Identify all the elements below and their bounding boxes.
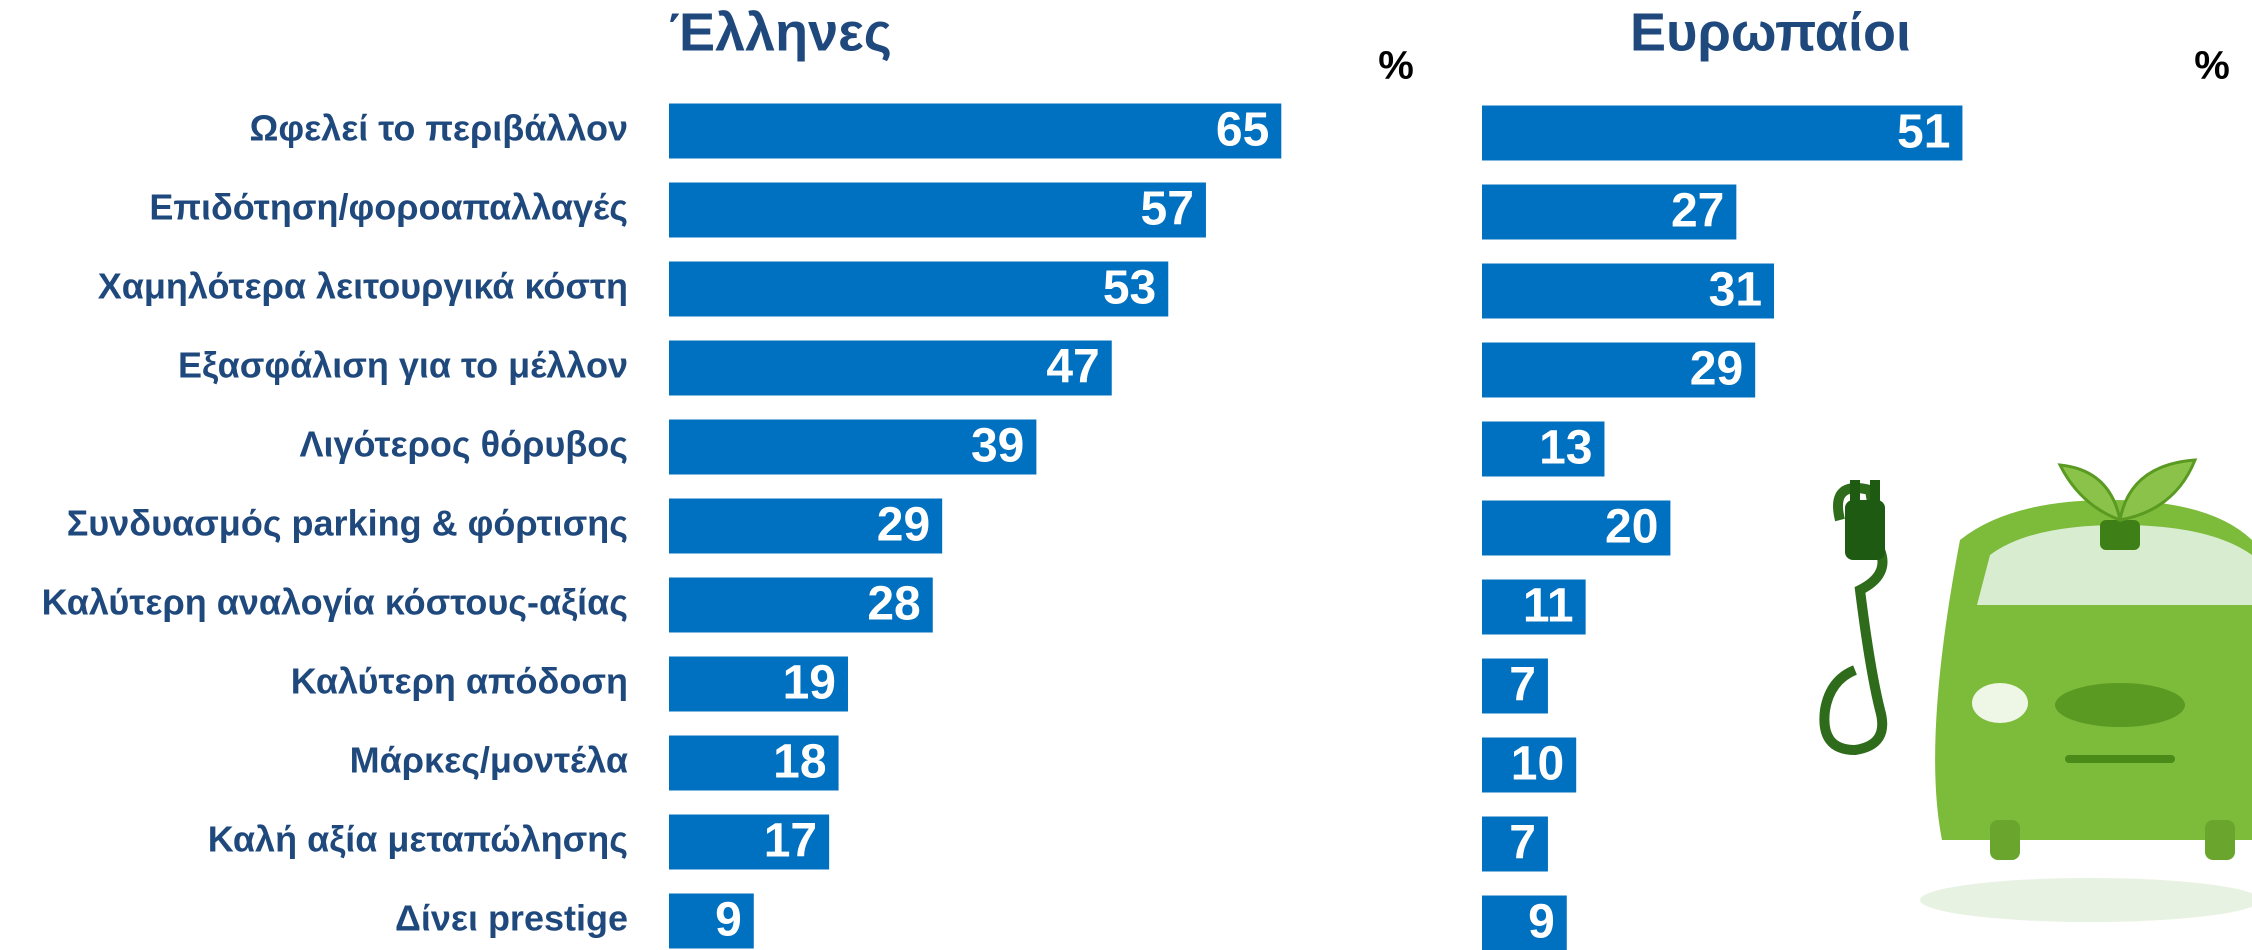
bar bbox=[1482, 895, 1567, 950]
bar bbox=[1482, 105, 1963, 161]
value-label: 10 bbox=[1511, 738, 1564, 791]
value-label: 28 bbox=[867, 578, 920, 631]
category-label: Επιδότηση/φοροαπαλλαγές bbox=[149, 187, 628, 228]
value-label: 31 bbox=[1709, 264, 1762, 317]
bar bbox=[669, 656, 848, 712]
bar bbox=[669, 419, 1037, 475]
bar bbox=[669, 261, 1169, 317]
value-label: 11 bbox=[1523, 580, 1574, 633]
bar bbox=[1482, 263, 1775, 319]
value-label: 65 bbox=[1216, 104, 1269, 157]
value-label: 7 bbox=[1509, 659, 1536, 712]
value-label: 29 bbox=[1690, 343, 1743, 396]
category-label: Καλύτερη αναλογία κόστους-αξίας bbox=[42, 582, 628, 623]
bar bbox=[669, 814, 830, 870]
category-label: Συνδυασμός parking & φόρτισης bbox=[67, 503, 628, 544]
bar bbox=[669, 735, 839, 791]
bar bbox=[669, 577, 933, 633]
value-label: 20 bbox=[1605, 501, 1658, 554]
value-label: 39 bbox=[971, 420, 1024, 473]
value-label: 9 bbox=[715, 894, 742, 947]
value-label: 29 bbox=[877, 499, 930, 552]
bar bbox=[669, 893, 754, 949]
bar bbox=[1482, 500, 1671, 556]
bar bbox=[1482, 737, 1577, 793]
bar bbox=[1482, 816, 1548, 872]
category-label: Εξασφάλιση για το μέλλον bbox=[178, 345, 628, 386]
category-label: Χαμηλότερα λειτουργικά κόστη bbox=[98, 266, 628, 307]
category-label: Ωφελεί το περιβάλλον bbox=[249, 108, 628, 149]
value-label: 27 bbox=[1671, 185, 1724, 238]
bar bbox=[669, 340, 1112, 396]
category-label: Λιγότερος θόρυβος bbox=[299, 424, 628, 465]
value-label: 17 bbox=[764, 815, 817, 868]
value-label: 9 bbox=[1528, 896, 1555, 949]
value-label: 7 bbox=[1509, 817, 1536, 870]
bar bbox=[1482, 342, 1756, 398]
value-label: 51 bbox=[1897, 106, 1950, 159]
panel-title: Ευρωπαίοι bbox=[1630, 2, 1911, 62]
value-label: 57 bbox=[1141, 183, 1194, 236]
panel-title: Έλληνες bbox=[669, 2, 892, 62]
car-illustration bbox=[1819, 458, 2252, 922]
value-label: 47 bbox=[1046, 341, 1099, 394]
unit-label: % bbox=[1378, 44, 1414, 88]
bar bbox=[669, 182, 1206, 238]
value-label: 18 bbox=[773, 736, 826, 789]
category-label: Μάρκες/μοντέλα bbox=[350, 740, 628, 781]
bar bbox=[1482, 184, 1737, 240]
category-label: Καλή αξία μεταπώλησης bbox=[208, 819, 628, 860]
category-label: Καλύτερη απόδοση bbox=[291, 661, 628, 702]
value-label: 13 bbox=[1539, 422, 1592, 475]
bar bbox=[669, 498, 943, 554]
bar bbox=[1482, 421, 1605, 477]
bar bbox=[1482, 658, 1548, 714]
value-label: 53 bbox=[1103, 262, 1156, 315]
unit-label: % bbox=[2194, 44, 2230, 88]
bar bbox=[1482, 579, 1586, 635]
bar bbox=[669, 103, 1282, 159]
value-label: 19 bbox=[783, 657, 836, 710]
category-label: Δίνει prestige bbox=[395, 898, 628, 939]
